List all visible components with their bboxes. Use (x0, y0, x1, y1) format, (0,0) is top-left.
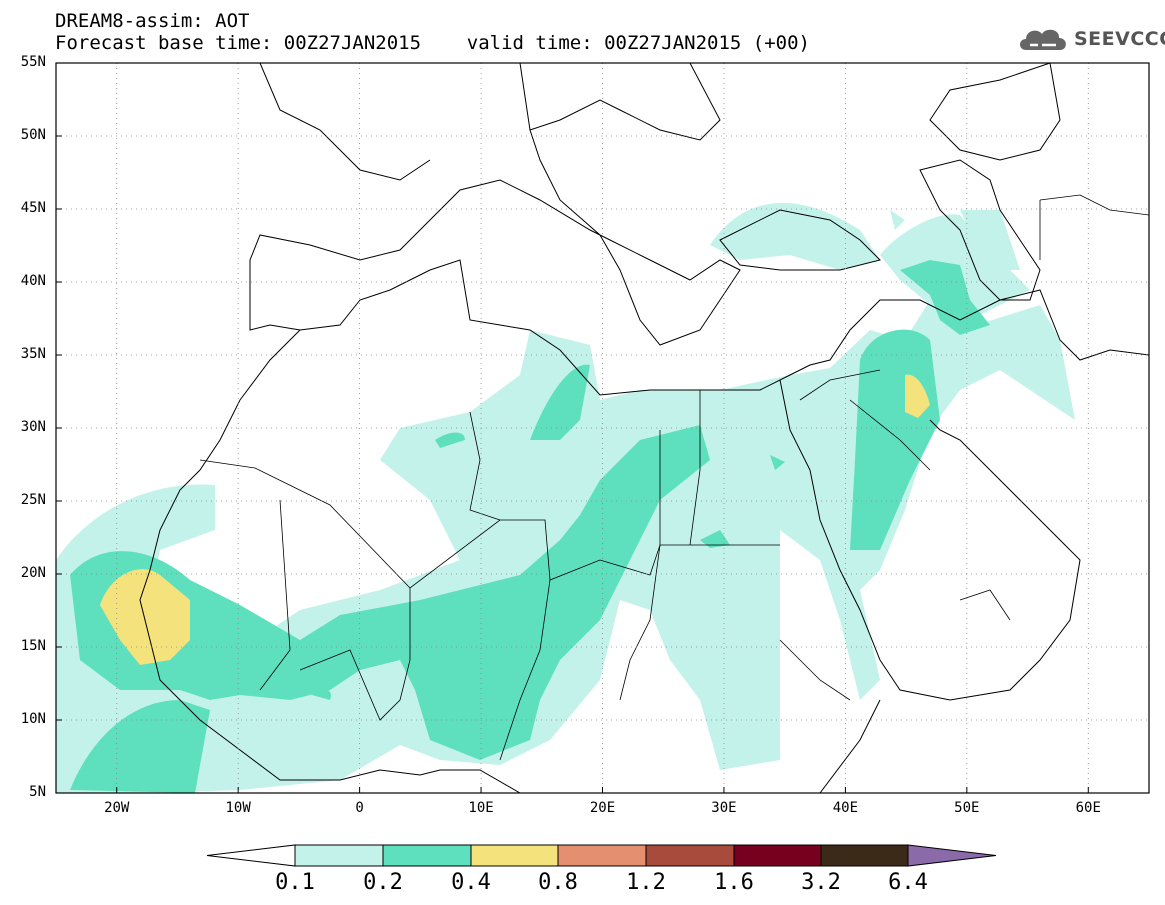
lon-label: 20W (104, 800, 130, 816)
cloud-icon (1020, 29, 1066, 50)
colorbar-label: 0.2 (363, 870, 403, 895)
lon-label: 0 (355, 800, 364, 816)
lat-label: 30N (20, 419, 46, 435)
lat-label: 25N (20, 492, 46, 508)
lat-label: 15N (20, 638, 46, 654)
lon-label: 20E (589, 800, 616, 816)
colorbar-label: 3.2 (801, 870, 841, 895)
lat-label: 50N (20, 127, 46, 143)
lat-label: 35N (20, 346, 46, 362)
colorbar-label: 0.4 (451, 870, 491, 895)
colorbar-segment (645, 844, 735, 867)
country-borders (199, 194, 1149, 761)
colorbar-segment (294, 844, 384, 867)
logo-text: SEEVCCC (1074, 28, 1165, 50)
colorbar-label: 6.4 (888, 870, 928, 895)
colorbar-segment (382, 844, 472, 867)
lat-label: 40N (20, 273, 46, 289)
colorbar-segment (820, 844, 909, 867)
seevccc-logo: SEEVCCC (1016, 22, 1165, 56)
lat-label: 20N (20, 565, 46, 581)
lat-label: 5N (29, 784, 46, 800)
coastlines (139, 63, 1149, 793)
colorbar-segment (733, 844, 822, 867)
lon-label: 50E (954, 800, 980, 816)
map-title: DREAM8-assim: AOT (55, 10, 250, 32)
colorbar-label: 0.8 (538, 870, 578, 895)
aot-field-0.4-0.8 (100, 374, 930, 665)
lon-label: 60E (1075, 800, 1101, 816)
lat-label: 55N (20, 54, 46, 70)
time-info: Forecast base time: 00Z27JAN2015 valid t… (55, 32, 810, 54)
colorbar-label: 1.2 (626, 870, 666, 895)
lon-label: 40E (832, 800, 859, 816)
lat-label: 45N (20, 200, 46, 216)
lon-label: 30E (711, 800, 737, 816)
colorbar-segment (470, 844, 559, 867)
gridlines (56, 63, 1149, 793)
colorbar-label: 0.1 (275, 870, 315, 895)
colorbar-label: 1.6 (714, 870, 754, 895)
axis-ticks (56, 62, 1089, 794)
colorbar-segment (557, 844, 647, 867)
lat-label: 10N (20, 711, 46, 727)
colorbar-under-arrow (206, 844, 296, 867)
lon-label: 10E (468, 800, 494, 816)
colorbar-over-arrow (907, 844, 997, 867)
lon-label: 10W (225, 800, 251, 816)
